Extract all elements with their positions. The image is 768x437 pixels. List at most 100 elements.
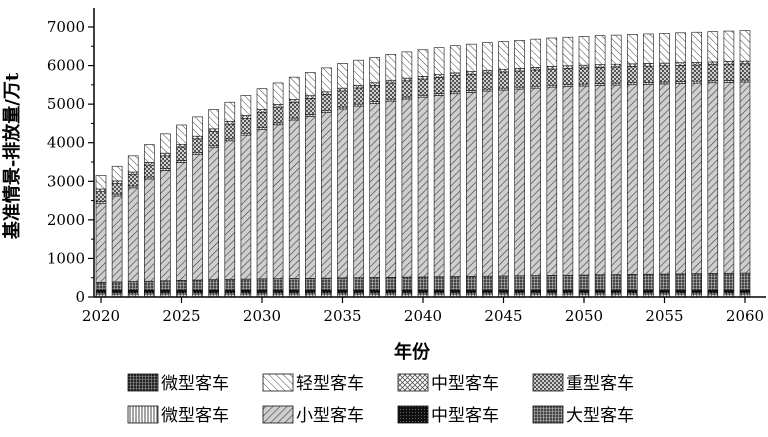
bar-segment (224, 140, 236, 280)
legend-swatch (262, 405, 294, 424)
bar-segment (626, 84, 638, 275)
bar-segment (594, 67, 606, 84)
bar-segment (95, 175, 107, 190)
bar-segment (578, 36, 590, 66)
bar-segment (337, 90, 348, 108)
bar-segment (578, 274, 590, 291)
bar-segment (304, 98, 316, 115)
bar-stack (401, 51, 413, 298)
bar-segment (192, 279, 203, 291)
bar-segment (433, 289, 445, 294)
bar-segment (385, 79, 397, 84)
bar-segment (272, 278, 284, 291)
bar-stack (530, 38, 542, 298)
bar-segment (111, 165, 123, 182)
bar-segment (465, 43, 477, 72)
x-tick-label: 2040 (404, 307, 442, 325)
bar-segment (514, 275, 525, 291)
bar-segment (337, 277, 348, 291)
bar-segment (723, 61, 735, 65)
bar-segment (160, 133, 171, 154)
y-tick-label: 0 (75, 288, 85, 306)
bar-segment (240, 134, 252, 280)
bar-segment (144, 178, 155, 282)
bar-segment (594, 85, 606, 276)
bar-segment (208, 279, 219, 291)
bar-segment (675, 289, 686, 294)
bar-segment (530, 69, 542, 87)
bar-segment (288, 278, 300, 291)
bar-segment (353, 289, 364, 294)
bar-segment (530, 275, 542, 291)
x-tick-label: 2055 (645, 307, 683, 325)
bar-segment (321, 289, 332, 294)
bar-stack (433, 47, 445, 298)
bar-segment (176, 124, 187, 145)
bar-stack (562, 36, 574, 298)
bar-segment (417, 76, 429, 80)
legend-label: 微型客车 (161, 406, 229, 426)
bar-segment (224, 278, 236, 291)
legend-item: 中型客车 (397, 405, 499, 426)
bar-stack (417, 49, 429, 298)
bar-segment (498, 41, 509, 70)
bar-segment (111, 180, 123, 184)
bar-segment (111, 289, 123, 294)
bar-segment (546, 68, 558, 86)
bar-segment (288, 289, 300, 294)
bar-segment (691, 61, 703, 66)
bar-segment (417, 289, 429, 294)
bar-segment (401, 276, 413, 291)
bar-stack (385, 54, 397, 298)
bar-stack (224, 101, 236, 298)
bar-segment (385, 277, 397, 291)
bar-segment (192, 154, 203, 281)
bar-segment (160, 155, 171, 169)
bar-segment (127, 174, 139, 187)
bar-segment (321, 67, 332, 93)
bar-segment (208, 128, 219, 132)
bar-segment (610, 63, 622, 68)
bar-segment (95, 188, 107, 193)
bar-segment (111, 183, 123, 195)
y-tick-label: 5000 (47, 95, 85, 113)
bar-segment (401, 289, 413, 294)
bar-segment (643, 83, 654, 275)
bar-stack (353, 59, 364, 298)
bar-segment (610, 274, 622, 291)
bar-segment (95, 191, 107, 202)
x-axis-ticks: 2020 2025 2030 2035 2040 2045 2050 2055 2060 (82, 297, 764, 325)
bar-segment (498, 68, 509, 73)
bar-segment (417, 49, 429, 77)
bar-segment (369, 103, 381, 278)
bar-segment (321, 94, 332, 112)
bar-segment (256, 289, 268, 294)
bar-segment (465, 71, 477, 75)
bar-stack (369, 56, 381, 298)
bar-segment (224, 123, 236, 140)
bar-stack (659, 33, 670, 298)
bar-segment (449, 45, 461, 74)
bar-stack (95, 175, 107, 298)
bar-stack (304, 72, 316, 298)
bar-segment (272, 106, 284, 124)
bar-stack (160, 133, 171, 298)
bar-segment (240, 95, 252, 116)
bar-segment (288, 119, 300, 279)
legend-item: 重型客车 (532, 373, 634, 394)
bar-segment (530, 87, 542, 276)
bar-segment (192, 289, 203, 294)
bar-segment (304, 115, 316, 279)
bar-stack (482, 42, 493, 298)
legend-label: 小型客车 (296, 406, 364, 426)
bar-stack (208, 109, 219, 298)
bar-segment (176, 162, 187, 281)
legend-label: 微型客车 (161, 374, 229, 394)
bar-segment (433, 74, 445, 78)
bar-segment (449, 72, 461, 76)
bar-segment (369, 289, 381, 294)
bar-segment (272, 82, 284, 105)
x-tick-label: 2020 (82, 307, 120, 325)
legend-swatch (532, 405, 564, 424)
bars-layer (95, 30, 751, 298)
